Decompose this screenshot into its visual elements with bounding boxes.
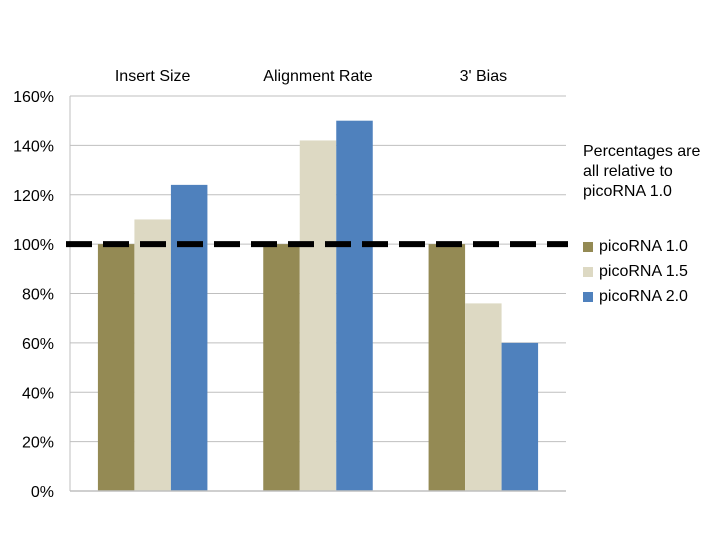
category-label: Insert Size	[115, 68, 191, 85]
legend-swatch	[583, 241, 593, 252]
bar	[170, 184, 208, 491]
category-label: Alignment Rate	[263, 68, 372, 85]
y-tick-label: 100%	[13, 237, 54, 254]
legend-item: picoRNA 1.5	[583, 259, 688, 284]
legend-label: picoRNA 2.0	[599, 287, 688, 305]
legend-item: picoRNA 1.0	[583, 234, 688, 259]
bars	[97, 120, 539, 491]
legend-swatch	[583, 291, 593, 302]
y-tick-label: 20%	[22, 435, 54, 452]
y-tick-label: 80%	[22, 287, 54, 304]
legend-label: picoRNA 1.5	[599, 262, 688, 280]
bar	[336, 120, 373, 491]
legend-item: picoRNA 2.0	[583, 284, 688, 309]
legend-swatch	[583, 266, 593, 277]
bar	[263, 244, 300, 491]
y-tick-label: 60%	[22, 336, 54, 353]
y-axis-tick-labels: 0% 20% 40% 60% 80% 100% 120% 140% 160%	[13, 89, 54, 501]
y-tick-label: 160%	[13, 89, 54, 106]
category-label: 3' Bias	[460, 68, 508, 85]
bar	[134, 219, 171, 491]
bar	[465, 303, 502, 491]
bar	[97, 244, 135, 491]
bar	[428, 244, 466, 491]
legend-label: picoRNA 1.0	[599, 237, 688, 255]
legend: picoRNA 1.0 picoRNA 1.5 picoRNA 2.0	[583, 234, 688, 309]
bar	[299, 140, 337, 491]
y-tick-label: 0%	[31, 484, 54, 501]
category-labels: Insert Size Alignment Rate 3' Bias	[115, 68, 507, 85]
bar	[501, 342, 539, 491]
y-tick-label: 40%	[22, 385, 54, 402]
y-tick-label: 140%	[13, 138, 54, 155]
y-tick-label: 120%	[13, 188, 54, 205]
annotation-note: Percentages are all relative to picoRNA …	[583, 143, 701, 200]
